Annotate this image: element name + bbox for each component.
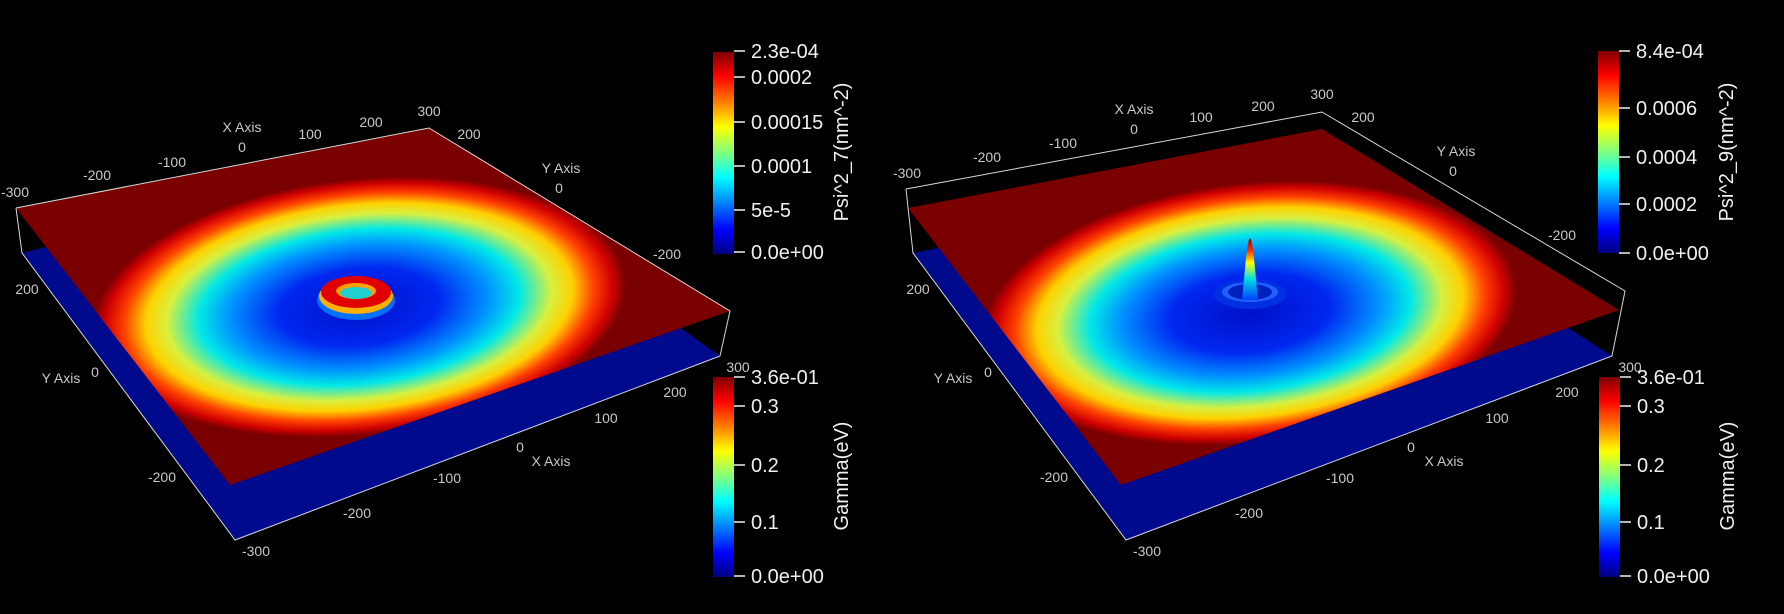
y-tick-label: 0 <box>555 180 563 196</box>
psi-bowl <box>983 180 1517 446</box>
y-tick-label: 0 <box>91 364 99 380</box>
y-tick-label: -200 <box>1548 227 1576 243</box>
y-tick-label: -200 <box>148 469 176 485</box>
colorbar-title: Gamma(eV) <box>1717 422 1739 531</box>
x-axis-title: X Axis <box>1425 453 1464 469</box>
y-tick-label: 200 <box>1351 109 1375 125</box>
y-tick-label: -200 <box>653 246 681 262</box>
y-axis-title: Y Axis <box>542 160 581 176</box>
x-tick-label: -300 <box>893 165 921 181</box>
x-tick-label: 300 <box>726 359 750 375</box>
psi-ring-feature <box>317 276 395 320</box>
colorbar-tick-label: 0.3 <box>1637 396 1665 418</box>
colorbar-gradient <box>713 377 734 577</box>
x-tick-label: 100 <box>1485 410 1509 426</box>
colorbar-title: Psi^2_7(nm^-2) <box>831 83 853 222</box>
colorbar-tick-label: 0.0006 <box>1636 98 1697 120</box>
colorbar-title: Psi^2_9(nm^-2) <box>1716 83 1738 222</box>
colorbar-legend[interactable]: 8.4e-04 0.0006 0.0004 0.0002 0.0e+00 Psi^2_9(… <box>1598 41 1738 265</box>
y-tick-label: 200 <box>15 281 39 297</box>
x-tick-label: -100 <box>1049 135 1077 151</box>
colorbar-tick-label: 0.2 <box>751 455 779 477</box>
x-tick-label: 200 <box>663 384 687 400</box>
x-tick-label: -300 <box>1 184 29 200</box>
psi-peak-feature <box>1214 238 1286 309</box>
colorbar-legend[interactable]: 3.6e-01 0.3 0.2 0.1 0.0e+00 Gamma(eV) <box>1599 367 1739 588</box>
colorbar-tick-label: 5e-5 <box>751 200 791 222</box>
colorbar-tick-label: 8.4e-04 <box>1636 41 1704 63</box>
y-tick-label: 200 <box>457 126 481 142</box>
colorbar-tick-label: 0.0002 <box>1636 194 1697 216</box>
colorbar-tick-label: 0.0e+00 <box>751 242 824 264</box>
colorbar-tick-label: 0.0001 <box>751 156 812 178</box>
x-tick-label: 200 <box>1555 384 1579 400</box>
colorbar-gradient <box>1598 51 1619 253</box>
x-tick-label: 100 <box>1189 109 1213 125</box>
x-tick-label: 0 <box>1130 121 1138 137</box>
x-axis-title: X Axis <box>532 453 571 469</box>
x-tick-label: 200 <box>1251 98 1275 114</box>
colorbar-tick-label: 0.0e+00 <box>751 566 824 588</box>
x-tick-label: -100 <box>433 470 461 486</box>
bounding-box <box>905 111 1626 541</box>
x-tick-label: 300 <box>417 103 441 119</box>
colorbar-tick-label: 0.00015 <box>751 112 823 134</box>
x-tick-label: -200 <box>83 167 111 183</box>
colorbar-tick-label: 3.6e-01 <box>751 367 819 389</box>
x-tick-label: -100 <box>1326 470 1354 486</box>
x-tick-label: -300 <box>242 543 270 559</box>
colorbar-tick-label: 0.0e+00 <box>1636 243 1709 265</box>
colorbar-tick-label: 0.2 <box>1637 455 1665 477</box>
colorbar-title: Gamma(eV) <box>831 422 853 531</box>
x-axis-title: X Axis <box>1115 101 1154 117</box>
y-tick-label: 200 <box>906 281 930 297</box>
colorbar-tick-label: 0.0e+00 <box>1637 566 1710 588</box>
x-tick-label: 0 <box>1407 439 1415 455</box>
y-tick-label: 0 <box>984 364 992 380</box>
x-tick-label: -200 <box>343 505 371 521</box>
x-tick-label: 0 <box>516 439 524 455</box>
x-tick-label: 100 <box>594 410 618 426</box>
colorbar-tick-label: 3.6e-01 <box>1637 367 1705 389</box>
y-tick-label: -200 <box>1040 469 1068 485</box>
y-axis-title: Y Axis <box>42 370 81 386</box>
colorbar-tick-label: 0.0002 <box>751 67 812 89</box>
y-axis-title: Y Axis <box>1437 143 1476 159</box>
x-tick-label: -200 <box>1235 505 1263 521</box>
colorbar-tick-label: 0.1 <box>751 512 779 534</box>
x-tick-label: -200 <box>973 149 1001 165</box>
x-axis-title: X Axis <box>223 119 262 135</box>
colorbar-tick-label: 2.3e-04 <box>751 41 819 63</box>
y-tick-label: 0 <box>1449 163 1457 179</box>
x-tick-label: 0 <box>238 139 246 155</box>
x-tick-label: 300 <box>1310 86 1334 102</box>
colorbar-legend[interactable]: 2.3e-04 0.0002 0.00015 0.0001 5e-5 0.0e+00 Psi… <box>713 41 853 264</box>
x-tick-label: 300 <box>1618 359 1642 375</box>
x-tick-label: -300 <box>1133 543 1161 559</box>
x-tick-label: 100 <box>298 126 322 142</box>
colorbar-legend[interactable]: 3.6e-01 0.3 0.2 0.1 0.0e+00 Gamma(eV) <box>713 367 853 588</box>
panel-right[interactable] <box>905 111 1626 541</box>
colorbar-gradient <box>1599 377 1620 577</box>
colorbar-gradient <box>713 52 734 254</box>
y-axis-title: Y Axis <box>934 370 973 386</box>
colorbar-tick-label: 0.1 <box>1637 512 1665 534</box>
bounding-box <box>15 127 731 541</box>
colorbar-tick-label: 0.0004 <box>1636 147 1697 169</box>
colorbar-tick-label: 0.3 <box>751 396 779 418</box>
x-tick-label: 200 <box>359 114 383 130</box>
panel-left[interactable] <box>15 127 731 541</box>
x-tick-label: -100 <box>158 154 186 170</box>
